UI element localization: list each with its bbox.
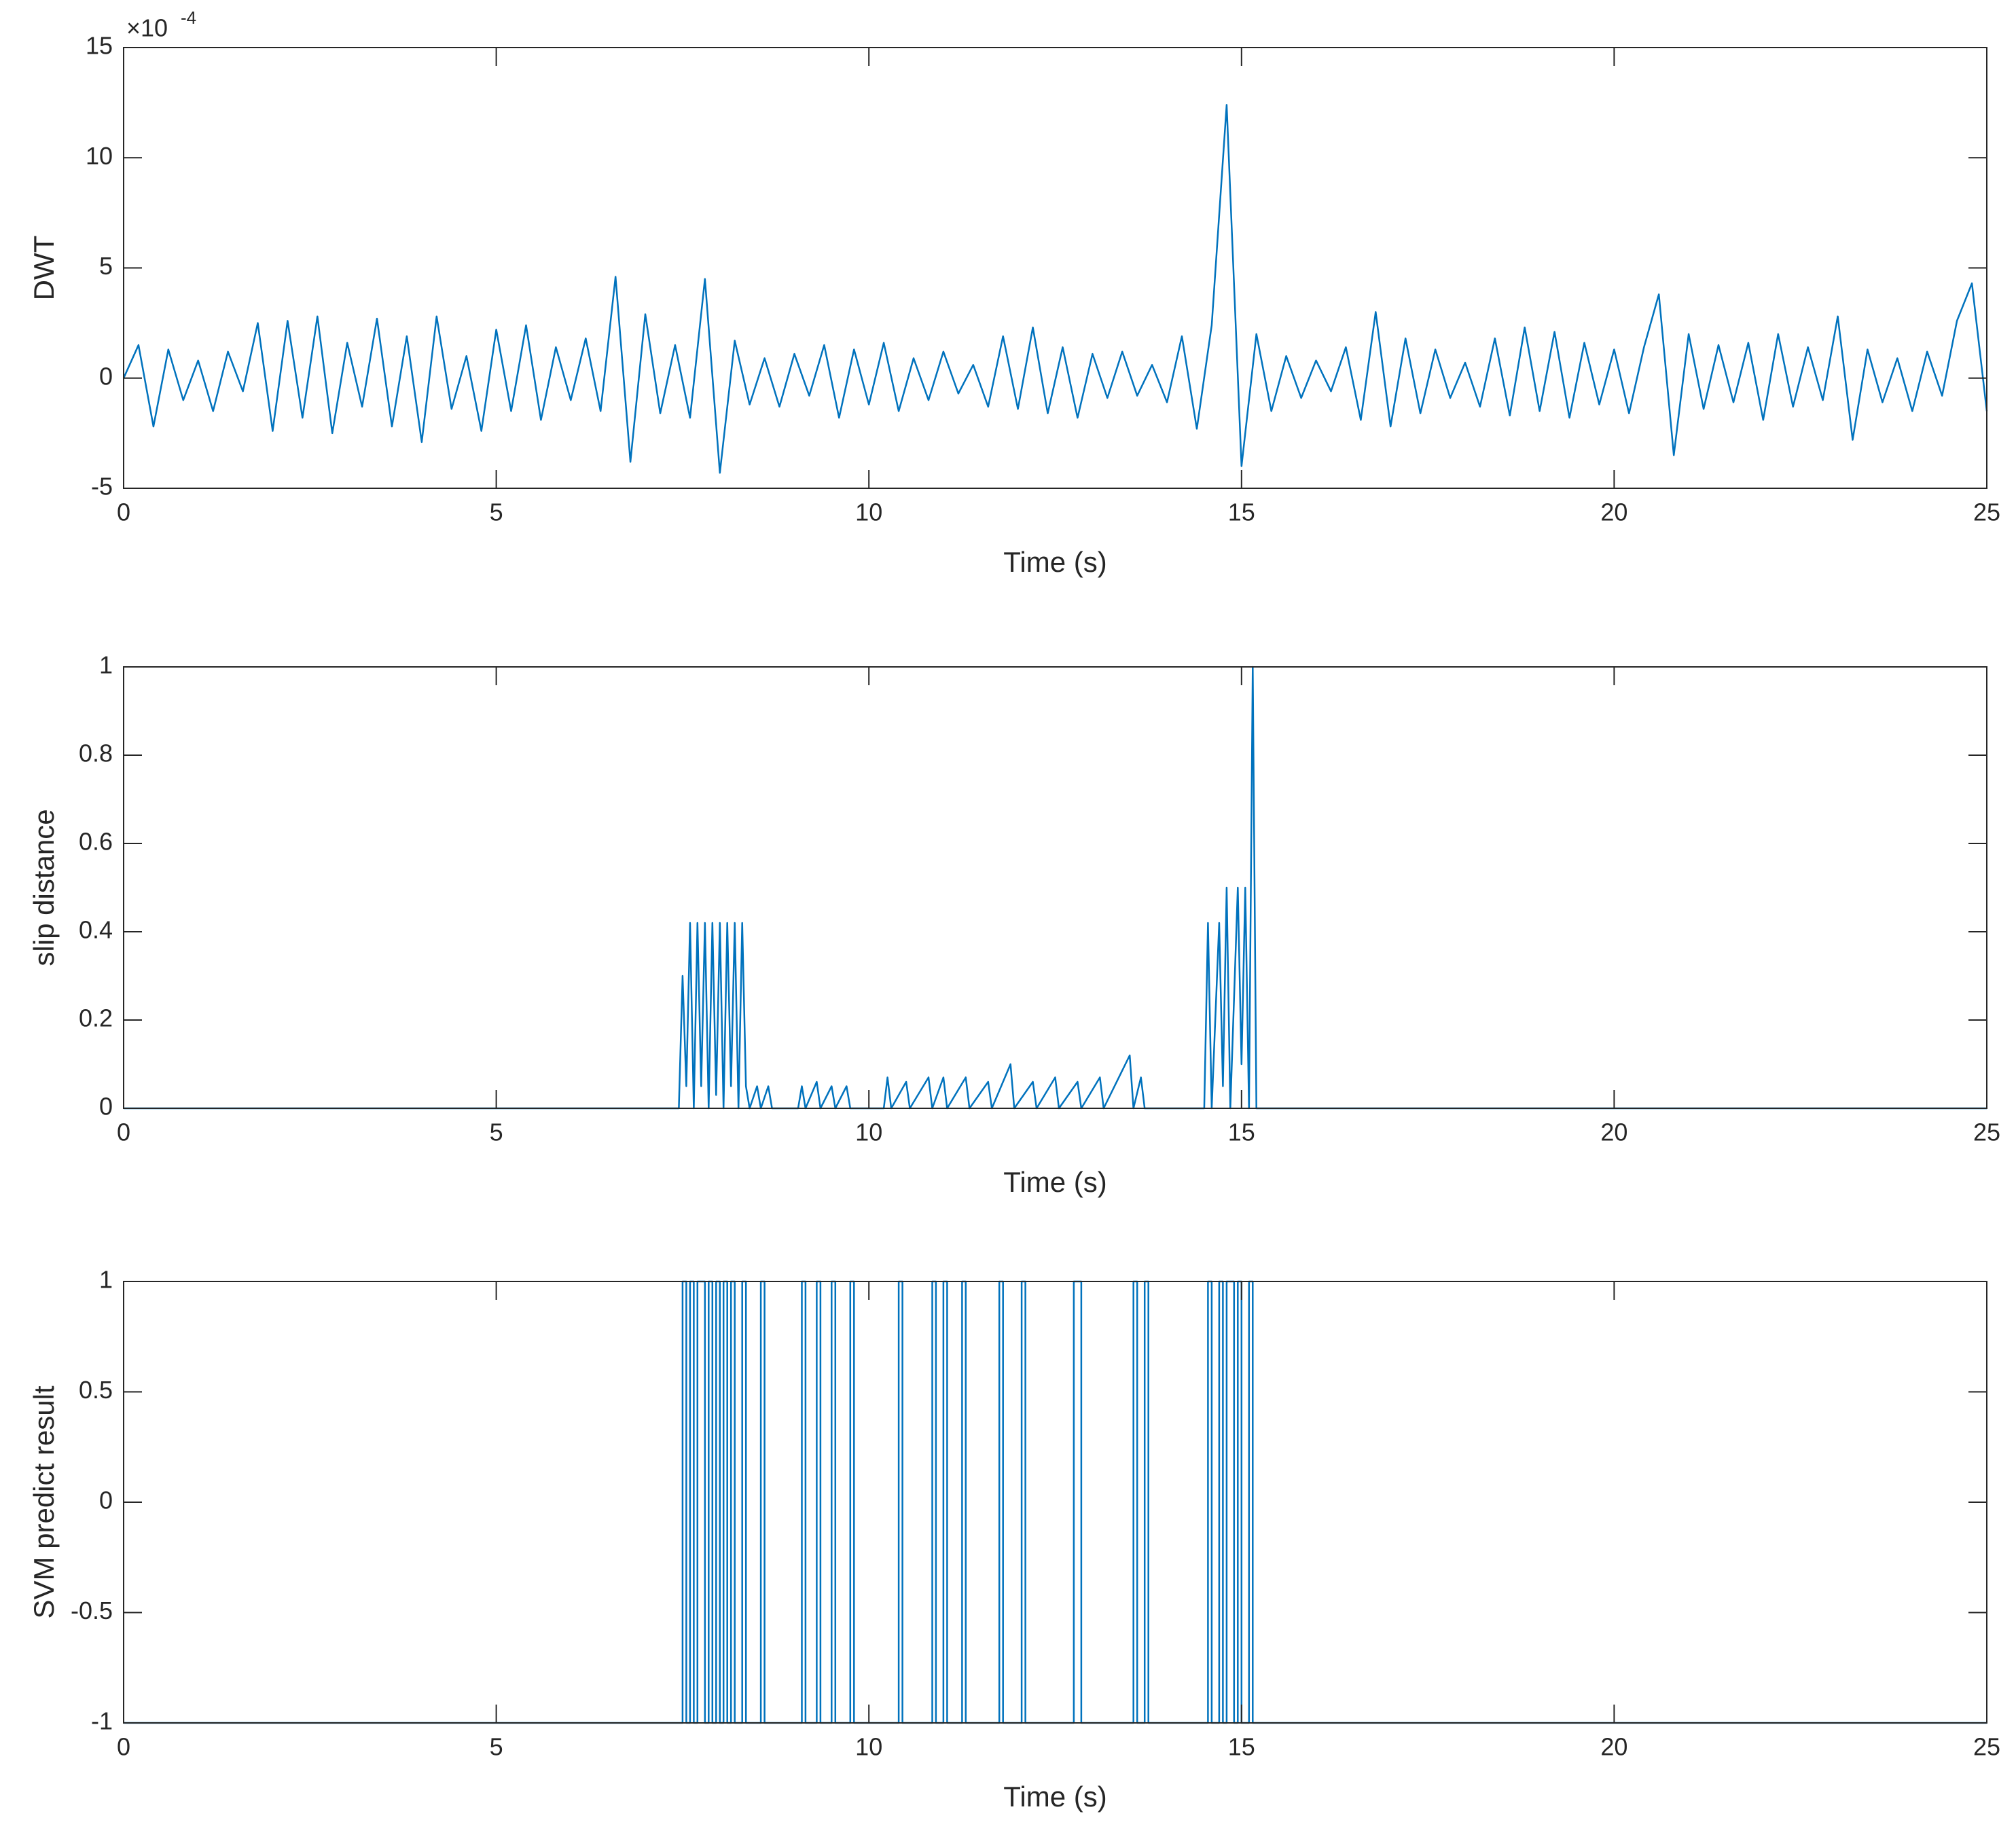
y-tick-label: 5 — [99, 252, 113, 280]
y-tick-label: 15 — [86, 32, 113, 60]
axes-box — [123, 666, 1987, 1109]
x-tick-label: 5 — [490, 498, 503, 526]
y-tick-label: -5 — [91, 473, 113, 501]
x-tick-label: 0 — [117, 1118, 130, 1146]
x-tick-label: 15 — [1228, 1733, 1255, 1761]
y-multiplier: ×10 — [126, 14, 168, 42]
x-axis-label: Time (s) — [1003, 546, 1106, 578]
y-tick-label: 0.6 — [79, 828, 113, 856]
x-tick-label: 25 — [1973, 1118, 2000, 1146]
x-tick-label: 5 — [490, 1733, 503, 1761]
axes-background — [124, 1281, 1987, 1723]
y-multiplier-exponent: -4 — [181, 7, 196, 28]
y-axis-label: slip distance — [28, 809, 60, 966]
y-tick-label: 10 — [86, 142, 113, 170]
x-tick-label: 10 — [855, 1733, 882, 1761]
y-tick-label: 0.4 — [79, 916, 113, 944]
y-axis-label: SVM predict result — [28, 1385, 60, 1618]
x-tick-label: 10 — [855, 1118, 882, 1146]
axes-background — [124, 48, 1987, 488]
y-tick-label: 0.5 — [79, 1376, 113, 1404]
x-tick-label: 20 — [1600, 1118, 1627, 1146]
x-tick-label: 25 — [1973, 1733, 2000, 1761]
y-tick-label: 0 — [99, 1487, 113, 1514]
x-tick-label: 15 — [1228, 1118, 1255, 1146]
x-tick-label: 20 — [1600, 1733, 1627, 1761]
axes-background — [124, 667, 1987, 1108]
y-tick-label: 0.8 — [79, 740, 113, 767]
y-tick-label: 0 — [99, 362, 113, 390]
y-tick-label: 1 — [99, 1266, 113, 1294]
y-tick-label: 0 — [99, 1093, 113, 1121]
x-tick-label: 10 — [855, 498, 882, 526]
x-axis-label: Time (s) — [1003, 1781, 1106, 1813]
x-tick-label: 0 — [117, 498, 130, 526]
x-axis-label: Time (s) — [1003, 1166, 1106, 1198]
x-tick-label: 25 — [1973, 498, 2000, 526]
y-axis-label: DWT — [28, 236, 60, 301]
y-tick-label: -1 — [91, 1707, 113, 1735]
x-tick-label: 15 — [1228, 498, 1255, 526]
y-tick-label: -0.5 — [71, 1597, 113, 1624]
x-tick-label: 20 — [1600, 498, 1627, 526]
y-tick-label: 0.2 — [79, 1004, 113, 1032]
data-line — [124, 666, 1987, 1110]
x-tick-label: 0 — [117, 1733, 130, 1761]
x-tick-label: 5 — [490, 1118, 503, 1146]
data-line — [122, 104, 1988, 474]
y-tick-label: 1 — [99, 651, 113, 679]
